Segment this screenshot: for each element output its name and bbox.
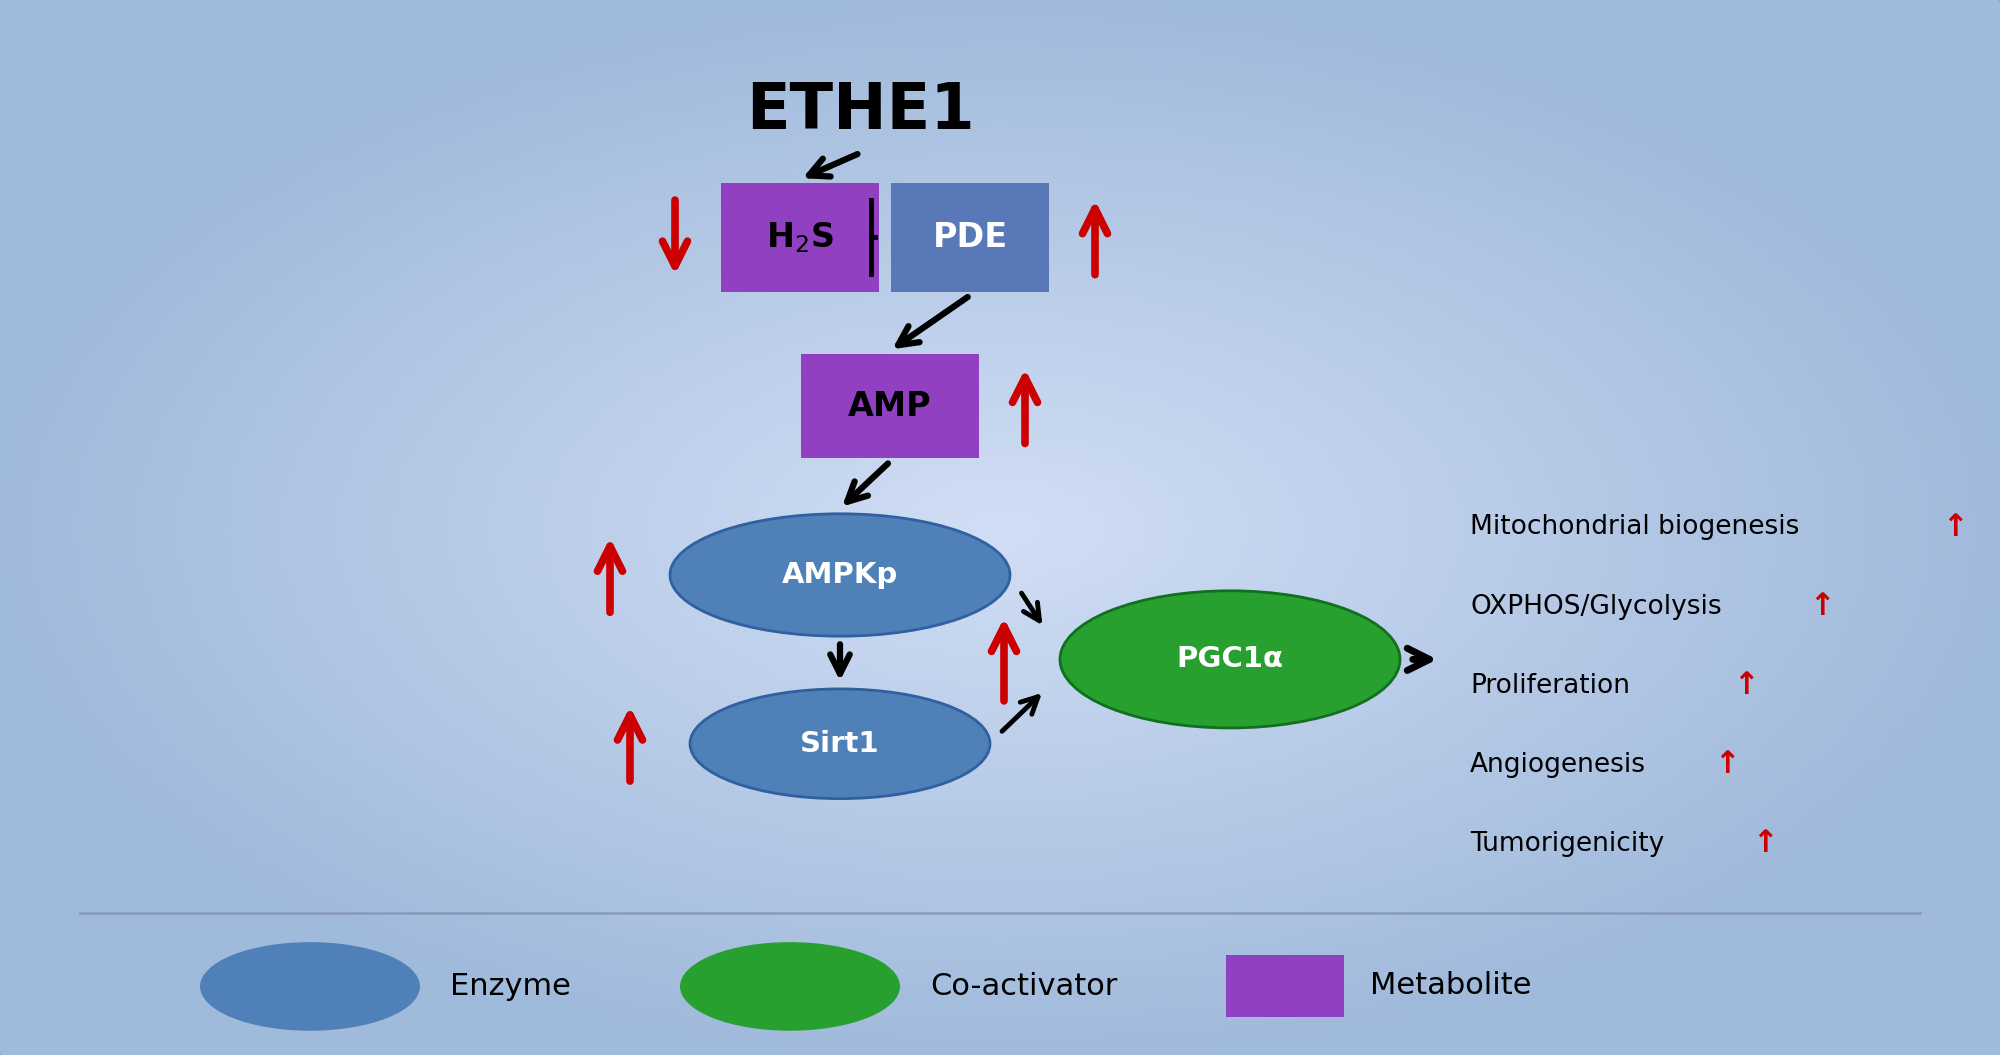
Text: Enzyme: Enzyme: [450, 972, 570, 1001]
FancyBboxPatch shape: [892, 183, 1048, 292]
Text: ↑: ↑: [1808, 592, 1834, 621]
FancyBboxPatch shape: [722, 183, 880, 292]
Text: Angiogenesis: Angiogenesis: [1470, 752, 1646, 778]
Text: H$_2$S: H$_2$S: [766, 220, 834, 254]
Text: AMPKp: AMPKp: [782, 561, 898, 589]
Text: Tumorigenicity: Tumorigenicity: [1470, 831, 1664, 857]
Text: Proliferation: Proliferation: [1470, 673, 1630, 698]
Text: PGC1α: PGC1α: [1176, 646, 1284, 673]
Text: AMP: AMP: [848, 389, 932, 423]
Ellipse shape: [690, 689, 990, 799]
Ellipse shape: [670, 514, 1010, 636]
Text: ETHE1: ETHE1: [746, 80, 974, 141]
Text: ↑: ↑: [1732, 671, 1758, 701]
Ellipse shape: [680, 942, 900, 1031]
Text: Mitochondrial biogenesis: Mitochondrial biogenesis: [1470, 515, 1800, 540]
Ellipse shape: [1060, 591, 1400, 728]
Text: ↑: ↑: [1714, 750, 1740, 780]
FancyBboxPatch shape: [800, 354, 980, 458]
FancyBboxPatch shape: [1226, 955, 1344, 1017]
Text: Metabolite: Metabolite: [1370, 972, 1532, 1000]
Text: PDE: PDE: [932, 220, 1008, 254]
Ellipse shape: [200, 942, 420, 1031]
Text: Co-activator: Co-activator: [930, 972, 1118, 1001]
Text: OXPHOS/Glycolysis: OXPHOS/Glycolysis: [1470, 594, 1722, 619]
Text: ↑: ↑: [1942, 513, 1968, 542]
Text: ↑: ↑: [1752, 829, 1778, 859]
Text: Sirt1: Sirt1: [800, 730, 880, 757]
